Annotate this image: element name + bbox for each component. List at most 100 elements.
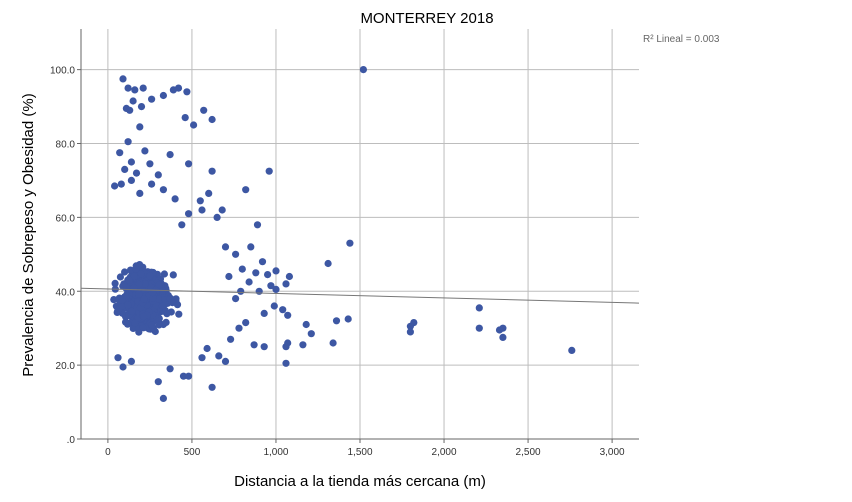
x-tick-label: 1,000: [263, 447, 288, 458]
data-point: [154, 171, 162, 179]
data-point: [135, 290, 143, 298]
data-point: [114, 354, 122, 362]
data-point: [171, 195, 179, 203]
data-point: [258, 258, 267, 266]
data-point: [272, 285, 280, 293]
data-point: [238, 265, 246, 273]
data-point: [208, 383, 216, 391]
data-point: [221, 243, 230, 251]
data-point: [139, 324, 147, 332]
data-point: [124, 320, 132, 328]
data-point: [344, 315, 352, 323]
axes: [77, 29, 639, 443]
fit-annotation: R² Lineal = 0.003: [643, 34, 720, 45]
y-axis-label: Prevalencia de Sobrepeso y Obesidad (%): [20, 93, 37, 377]
data-point: [155, 321, 163, 329]
data-point: [208, 167, 216, 175]
data-point: [196, 197, 204, 205]
data-point: [137, 270, 145, 278]
y-tick-label: 80.0: [56, 140, 76, 151]
y-tick-label: 20.0: [56, 361, 76, 372]
x-axis-label: Distancia a la tienda más cercana (m): [234, 473, 486, 490]
x-tick-label: 1,500: [347, 447, 372, 458]
data-point: [237, 287, 245, 295]
data-point: [255, 287, 263, 295]
data-point: [282, 343, 290, 351]
data-point: [284, 311, 292, 319]
data-point: [140, 295, 148, 303]
y-tick-label: 100.0: [50, 66, 75, 77]
data-point: [475, 324, 483, 332]
data-point: [119, 282, 127, 290]
data-point: [155, 281, 163, 289]
y-tick-label: .0: [67, 435, 76, 446]
data-point: [213, 213, 221, 221]
data-point: [247, 243, 255, 251]
data-point: [130, 272, 138, 281]
data-point: [245, 278, 253, 286]
data-point: [116, 273, 124, 281]
data-point: [178, 221, 186, 229]
data-point: [215, 352, 223, 360]
data-point: [359, 66, 367, 74]
data-point: [250, 341, 258, 349]
data-point: [119, 363, 127, 371]
data-point: [166, 365, 174, 373]
fit-line-group: [80, 287, 640, 304]
y-tick-label: 40.0: [56, 287, 76, 298]
data-point: [232, 250, 240, 258]
data-point: [198, 354, 206, 362]
x-tick-label: 2,500: [516, 447, 541, 458]
data-point: [406, 322, 414, 330]
tick-labels: .0 20.0 40.0 60.0 80.0 100.0 0 500 1,000 1,500 2,0…: [50, 66, 625, 458]
x-tick-label: 2,000: [432, 447, 457, 458]
data-point: [125, 276, 133, 284]
data-point: [279, 306, 287, 314]
data-point: [130, 284, 138, 292]
data-point: [205, 189, 213, 197]
data-point: [129, 97, 137, 105]
data-point: [111, 279, 119, 287]
data-points: [110, 66, 576, 402]
data-point: [174, 84, 183, 92]
data-point: [169, 271, 177, 279]
data-point: [148, 95, 156, 103]
data-point: [124, 301, 132, 309]
data-point: [175, 310, 183, 318]
data-point: [127, 357, 135, 365]
data-point: [227, 335, 235, 343]
data-point: [160, 270, 168, 278]
data-point: [126, 106, 134, 114]
fit-line: [80, 287, 640, 304]
data-point: [154, 378, 162, 386]
data-point: [118, 296, 126, 304]
data-point: [190, 121, 198, 129]
data-point: [128, 307, 136, 315]
data-point: [117, 180, 125, 188]
data-point: [302, 320, 310, 329]
data-point: [272, 267, 280, 275]
data-point: [131, 86, 139, 94]
data-point: [208, 115, 216, 124]
data-point: [140, 312, 148, 321]
data-point: [252, 269, 260, 277]
data-point: [329, 339, 337, 347]
data-point: [118, 302, 126, 310]
data-point: [324, 259, 332, 268]
data-point: [264, 271, 272, 279]
data-point: [132, 265, 140, 273]
data-point: [168, 299, 176, 307]
data-point: [242, 186, 250, 194]
data-point: [132, 169, 141, 177]
data-point: [221, 357, 230, 365]
data-point: [499, 324, 507, 332]
data-point: [475, 304, 483, 312]
x-tick-label: 0: [105, 447, 111, 458]
data-point: [185, 160, 193, 168]
data-point: [158, 302, 166, 310]
data-point: [137, 103, 146, 111]
data-point: [183, 88, 191, 96]
data-point: [285, 272, 293, 281]
data-point: [146, 160, 154, 168]
